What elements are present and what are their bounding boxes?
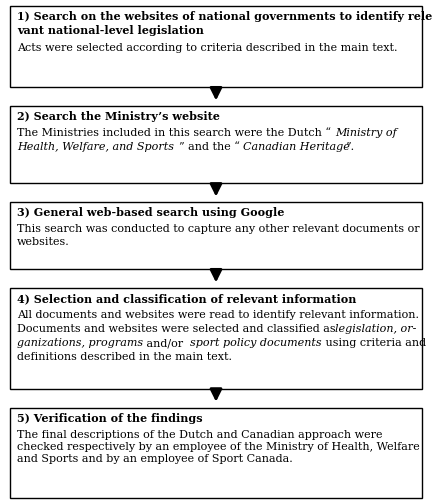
Text: ganizations, programs: ganizations, programs <box>17 338 143 348</box>
Bar <box>10 288 422 388</box>
Text: The Ministries included in this search were the Dutch “: The Ministries included in this search w… <box>17 128 331 138</box>
Bar <box>10 202 422 269</box>
Text: 3) General web-based search using Google: 3) General web-based search using Google <box>17 208 285 218</box>
Bar <box>10 408 422 498</box>
Text: Ministry of: Ministry of <box>335 128 397 138</box>
Text: ” and the “: ” and the “ <box>179 142 240 152</box>
Text: legislation, or-: legislation, or- <box>335 324 416 334</box>
Text: definitions described in the main text.: definitions described in the main text. <box>17 352 232 362</box>
Text: Acts were selected according to criteria described in the main text.: Acts were selected according to criteria… <box>17 43 398 53</box>
Text: 2) Search the Ministry’s website: 2) Search the Ministry’s website <box>17 111 220 122</box>
Text: Health, Welfare, and Sports: Health, Welfare, and Sports <box>17 142 174 152</box>
Bar <box>10 6 422 87</box>
Text: 4) Selection and classification of relevant information: 4) Selection and classification of relev… <box>17 293 357 304</box>
Text: All documents and websites were read to identify relevant information.: All documents and websites were read to … <box>17 310 419 320</box>
Text: 1) Search on the websites of national governments to identify rele-
vant nationa: 1) Search on the websites of national go… <box>17 11 432 36</box>
Text: The final descriptions of the Dutch and Canadian approach were
checked respectiv: The final descriptions of the Dutch and … <box>17 430 420 464</box>
Text: Canadian Heritage: Canadian Heritage <box>243 142 350 152</box>
Text: ”.: ”. <box>345 142 354 152</box>
Text: sport policy documents: sport policy documents <box>190 338 321 348</box>
Text: using criteria and: using criteria and <box>321 338 426 348</box>
Text: Documents and websites were selected and classified as: Documents and websites were selected and… <box>17 324 340 334</box>
Text: and/or: and/or <box>143 338 187 348</box>
Text: 5) Verification of the findings: 5) Verification of the findings <box>17 412 203 424</box>
Text: This search was conducted to capture any other relevant documents or
websites.: This search was conducted to capture any… <box>17 224 420 247</box>
Bar <box>10 106 422 184</box>
